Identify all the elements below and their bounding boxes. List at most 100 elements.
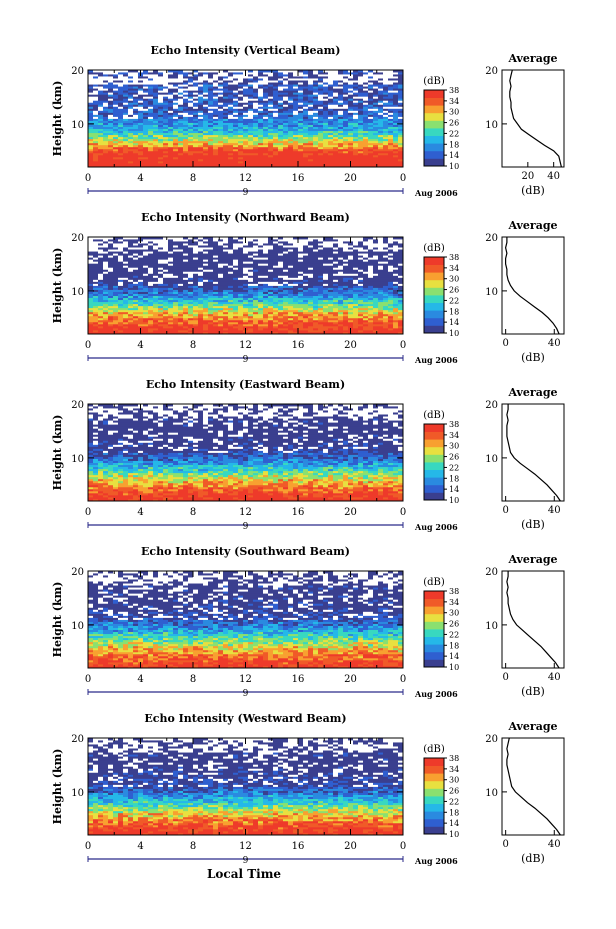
heatmap-cell xyxy=(213,140,219,144)
heatmap-cell xyxy=(148,94,154,97)
heatmap-cell xyxy=(93,120,99,123)
heatmap-cell xyxy=(123,76,129,79)
heatmap-cell xyxy=(138,140,144,144)
heatmap-cell xyxy=(93,158,99,162)
heatmap-cell xyxy=(128,118,134,121)
heatmap-cell xyxy=(193,156,199,160)
heatmap-cell xyxy=(153,108,159,111)
heatmap-cell xyxy=(108,122,114,125)
heatmap-cell xyxy=(198,130,204,134)
heatmap-cell xyxy=(113,78,119,81)
heatmap-cell xyxy=(138,116,144,119)
heatmap-cell xyxy=(193,162,199,166)
heatmap-cell xyxy=(93,136,99,140)
heatmap-cell xyxy=(158,78,164,81)
heatmap-cell xyxy=(208,72,214,75)
heatmap-cell xyxy=(163,162,169,166)
heatmap-cell xyxy=(128,92,134,95)
heatmap-cell xyxy=(103,150,109,154)
heatmap-cell xyxy=(163,76,169,79)
heatmap-cell xyxy=(128,76,134,79)
heatmap-cell xyxy=(168,120,174,123)
heatmap-cell xyxy=(133,158,139,162)
heatmap-cell xyxy=(213,70,219,73)
heatmap-cell xyxy=(118,154,124,158)
heatmap-cell xyxy=(208,112,214,115)
heatmap-cell xyxy=(98,144,104,148)
heatmap-cell xyxy=(128,124,134,127)
heatmap-cell xyxy=(138,136,144,140)
heatmap-cell xyxy=(183,164,189,168)
heatmap-cell xyxy=(158,132,164,136)
heatmap-cell xyxy=(188,94,194,97)
heatmap-cell xyxy=(188,112,194,115)
heatmap-cell xyxy=(188,128,194,132)
heatmap-cell xyxy=(93,92,99,95)
heatmap-cell xyxy=(148,116,154,119)
heatmap-cell xyxy=(183,78,189,81)
heatmap-cell xyxy=(178,112,184,115)
heatmap-cell xyxy=(93,124,99,127)
heatmap-cell xyxy=(138,114,144,117)
heatmap-cell xyxy=(103,156,109,160)
heatmap-cell xyxy=(108,106,114,109)
heatmap-cell xyxy=(213,132,219,136)
heatmap-cell xyxy=(183,92,189,95)
heatmap-cell xyxy=(163,96,169,99)
heatmap-cell xyxy=(163,140,169,144)
heatmap-cell xyxy=(128,86,134,89)
heatmap-cell xyxy=(208,136,214,140)
heatmap-cell xyxy=(183,158,189,162)
colorbar-tick-label: 26 xyxy=(449,119,459,128)
heatmap-cell xyxy=(203,148,209,152)
heatmap-cell xyxy=(158,106,164,109)
heatmap-cell xyxy=(213,88,219,91)
heatmap-cell xyxy=(218,116,224,119)
heatmap-cell xyxy=(178,108,184,111)
heatmap-cell xyxy=(198,148,204,152)
heatmap-cell xyxy=(98,158,104,162)
heatmap-cell xyxy=(203,130,209,134)
heatmap-cell xyxy=(123,80,129,83)
heatmap-cell xyxy=(123,142,129,146)
heatmap-cell xyxy=(163,94,169,97)
heatmap-cell xyxy=(88,72,94,75)
heatmap-cell xyxy=(88,142,94,146)
heatmap-cell xyxy=(208,122,214,125)
heatmap-cell xyxy=(158,108,164,111)
heatmap-cell xyxy=(133,148,139,152)
heatmap-cell xyxy=(153,160,159,164)
heatmap-cell xyxy=(128,94,134,97)
heatmap-cell xyxy=(93,130,99,134)
heatmap-cell xyxy=(98,156,104,160)
heatmap-cell xyxy=(163,116,169,119)
heatmap-cell xyxy=(188,106,194,109)
heatmap-cell xyxy=(108,164,114,168)
heatmap-cell xyxy=(93,90,99,93)
heatmap-cell xyxy=(203,108,209,111)
heatmap-cell xyxy=(168,96,174,99)
heatmap-cell xyxy=(138,112,144,115)
heatmap-cell xyxy=(183,114,189,117)
heatmap-cell xyxy=(108,94,114,97)
heatmap-cell xyxy=(168,106,174,109)
heatmap-cell xyxy=(118,82,124,85)
heatmap-cell xyxy=(213,164,219,168)
heatmap-cell xyxy=(128,156,134,160)
heatmap-cell xyxy=(193,74,199,77)
heatmap-cell xyxy=(168,118,174,121)
heatmap-cell xyxy=(88,98,94,101)
heatmap-cell xyxy=(163,150,169,154)
heatmap-cell xyxy=(118,88,124,91)
heatmap-cell xyxy=(203,160,209,164)
heatmap-cell xyxy=(208,90,214,93)
heatmap-cell xyxy=(103,138,109,142)
heatmap-cell xyxy=(218,134,224,138)
heatmap-cell xyxy=(143,118,149,121)
heatmap-cell xyxy=(188,90,194,93)
heatmap-cell xyxy=(138,118,144,121)
heatmap-cell xyxy=(188,80,194,83)
heatmap-cell xyxy=(88,158,94,162)
heatmap-cell xyxy=(88,70,94,73)
heatmap-cell xyxy=(113,160,119,164)
